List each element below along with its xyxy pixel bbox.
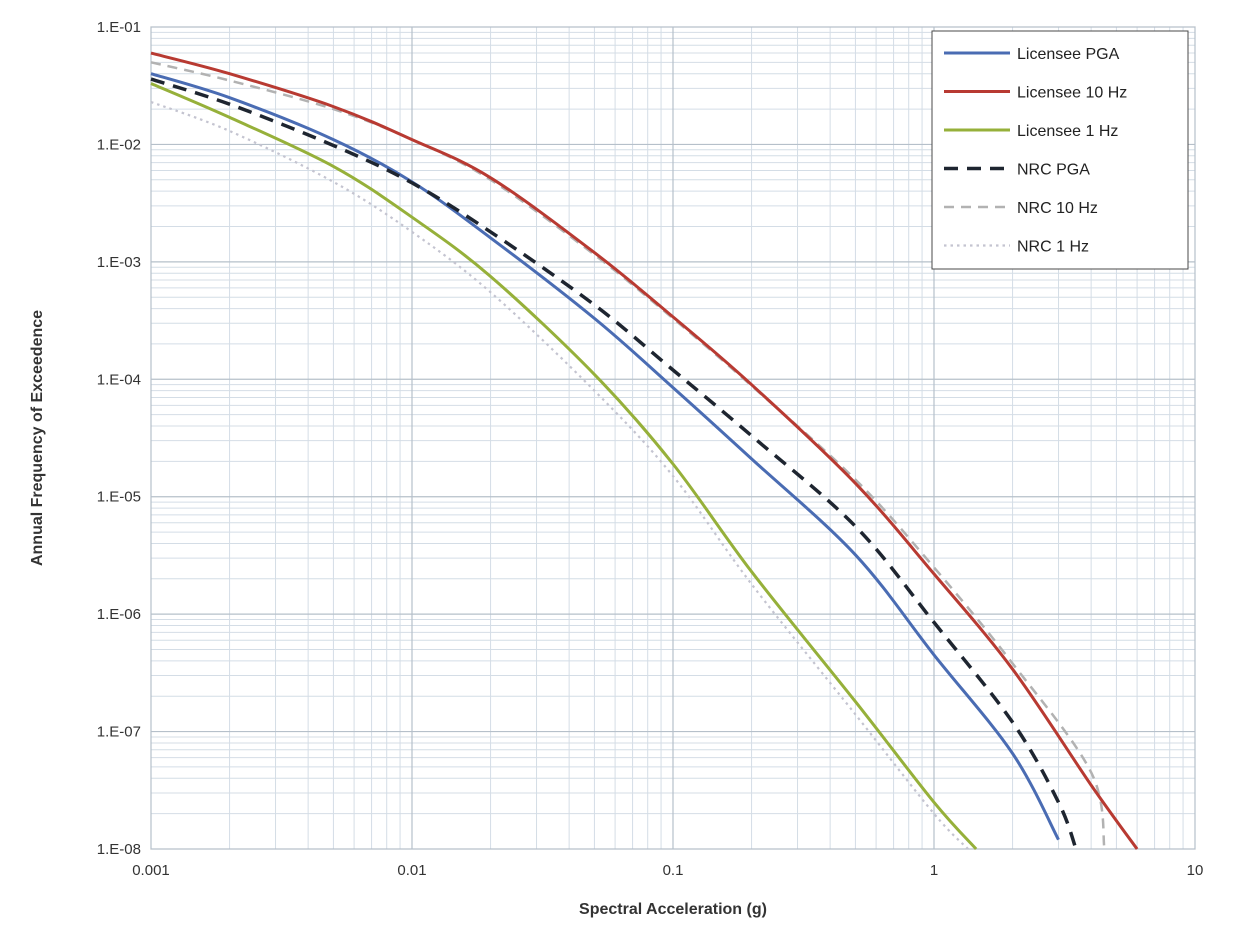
legend-label-licensee-1-hz: Licensee 1 Hz [1017, 123, 1118, 140]
y-tick-label: 1.E-02 [97, 136, 141, 153]
x-tick-label: 0.01 [397, 862, 426, 879]
series-layer [150, 51, 1139, 851]
series-line-nrc-pga [150, 77, 1078, 850]
y-axis-title: Annual Frequency of Exceedence [29, 310, 46, 566]
y-tick-label: 1.E-05 [97, 489, 141, 506]
x-tick-label: 1 [930, 862, 938, 879]
tick-label-layer: 0.001 0.01 0.1 1 10 1.E-01 1.E-02 1.E-03 1.E-04 1… [97, 19, 1204, 879]
x-tick-label: 10 [1187, 862, 1204, 879]
series-line-licensee-1-hz [150, 82, 978, 851]
legend-label-licensee-10-hz: Licensee 10 Hz [1017, 85, 1127, 102]
series-line-licensee-10-hz [150, 51, 1139, 850]
legend-label-nrc-1-hz: NRC 1 Hz [1017, 239, 1089, 256]
y-tick-label: 1.E-04 [97, 371, 141, 388]
y-tick-label: 1.E-01 [97, 19, 141, 36]
y-tick-label: 1.E-07 [97, 724, 141, 741]
legend-label-nrc-10-hz: NRC 10 Hz [1017, 200, 1098, 217]
legend-label-licensee-pga: Licensee PGA [1017, 46, 1120, 63]
y-tick-label: 1.E-08 [97, 841, 141, 858]
x-axis-title: Spectral Acceleration (g) [579, 901, 767, 918]
x-tick-label: 0.1 [663, 862, 684, 879]
y-tick-label: 1.E-06 [97, 606, 141, 623]
legend-label-nrc-pga: NRC PGA [1017, 162, 1090, 179]
series-line-licensee-pga [150, 72, 1060, 841]
legend: Licensee PGA Licensee 10 Hz Licensee 1 Hz N… [931, 30, 1189, 270]
legend-box [931, 30, 1189, 270]
y-tick-label: 1.E-03 [97, 254, 141, 271]
series-line-nrc-1-hz [150, 100, 969, 850]
x-tick-label: 0.001 [132, 862, 170, 879]
